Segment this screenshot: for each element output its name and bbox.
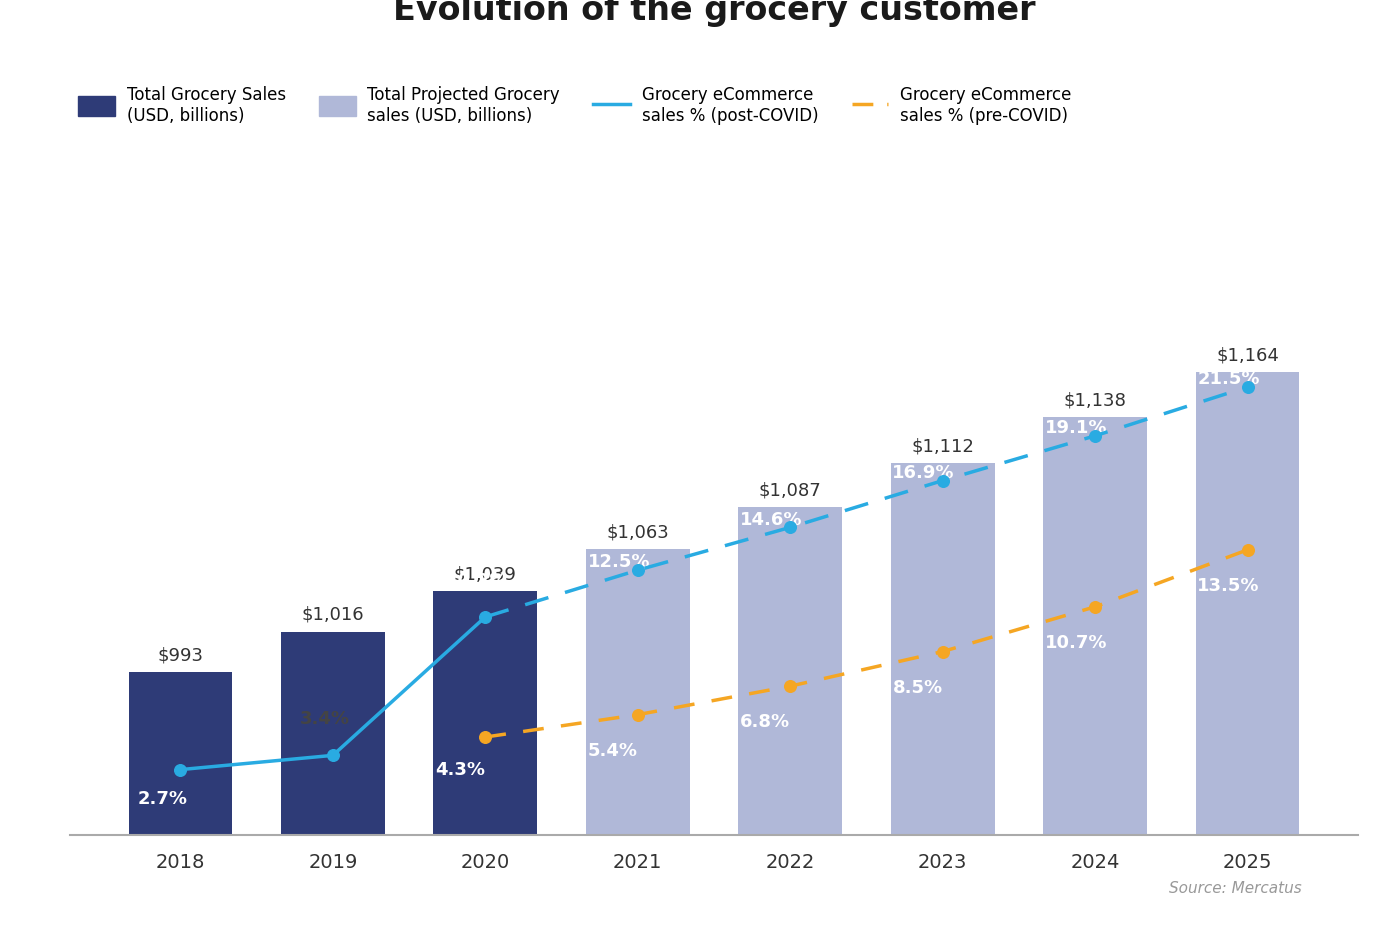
Point	[1236, 543, 1259, 558]
Point	[778, 521, 801, 535]
Text: $1,039: $1,039	[454, 565, 517, 583]
Text: Evolution of the grocery customer: Evolution of the grocery customer	[393, 0, 1035, 28]
Text: 19.1%: 19.1%	[1044, 419, 1107, 436]
Point	[931, 644, 953, 659]
Point	[627, 707, 650, 722]
Text: 4.3%: 4.3%	[435, 760, 484, 778]
Text: 14.6%: 14.6%	[741, 510, 802, 528]
Text: $1,016: $1,016	[301, 605, 364, 623]
Point	[322, 748, 344, 763]
Text: 3.4%: 3.4%	[300, 710, 350, 728]
Bar	[281, 632, 385, 928]
Point	[1084, 599, 1106, 614]
Bar	[1043, 418, 1147, 928]
Text: 12.5%: 12.5%	[588, 553, 650, 571]
Text: $1,112: $1,112	[911, 437, 974, 455]
Point	[1084, 429, 1106, 444]
Text: 5.4%: 5.4%	[588, 741, 637, 759]
Text: $993: $993	[157, 646, 203, 664]
Text: Source: Mercatus: Source: Mercatus	[1169, 881, 1302, 896]
Bar	[434, 591, 538, 928]
Point	[475, 729, 497, 744]
Point	[778, 679, 801, 694]
Text: 13.5%: 13.5%	[1197, 576, 1260, 594]
Point	[627, 563, 650, 578]
Text: $1,087: $1,087	[759, 481, 822, 498]
Bar	[129, 672, 232, 928]
Text: $1,164: $1,164	[1217, 346, 1280, 364]
Bar	[738, 508, 841, 928]
Text: $1,063: $1,063	[606, 522, 669, 541]
Text: 2.7%: 2.7%	[137, 789, 188, 806]
Text: 8.5%: 8.5%	[892, 678, 942, 696]
Point	[1236, 380, 1259, 395]
Text: 10.2%: 10.2%	[447, 572, 510, 589]
Text: 16.9%: 16.9%	[892, 463, 955, 482]
Text: 10.7%: 10.7%	[1044, 633, 1107, 651]
Text: 21.5%: 21.5%	[1197, 369, 1260, 388]
Bar	[587, 549, 690, 928]
Point	[475, 610, 497, 625]
Text: 6.8%: 6.8%	[741, 713, 790, 730]
Text: $1,138: $1,138	[1064, 392, 1127, 409]
Point	[169, 763, 192, 778]
Bar	[890, 464, 994, 928]
Point	[931, 473, 953, 488]
Legend: Total Grocery Sales
(USD, billions), Total Projected Grocery
sales (USD, billion: Total Grocery Sales (USD, billions), Tot…	[78, 86, 1071, 125]
Bar	[1196, 372, 1299, 928]
